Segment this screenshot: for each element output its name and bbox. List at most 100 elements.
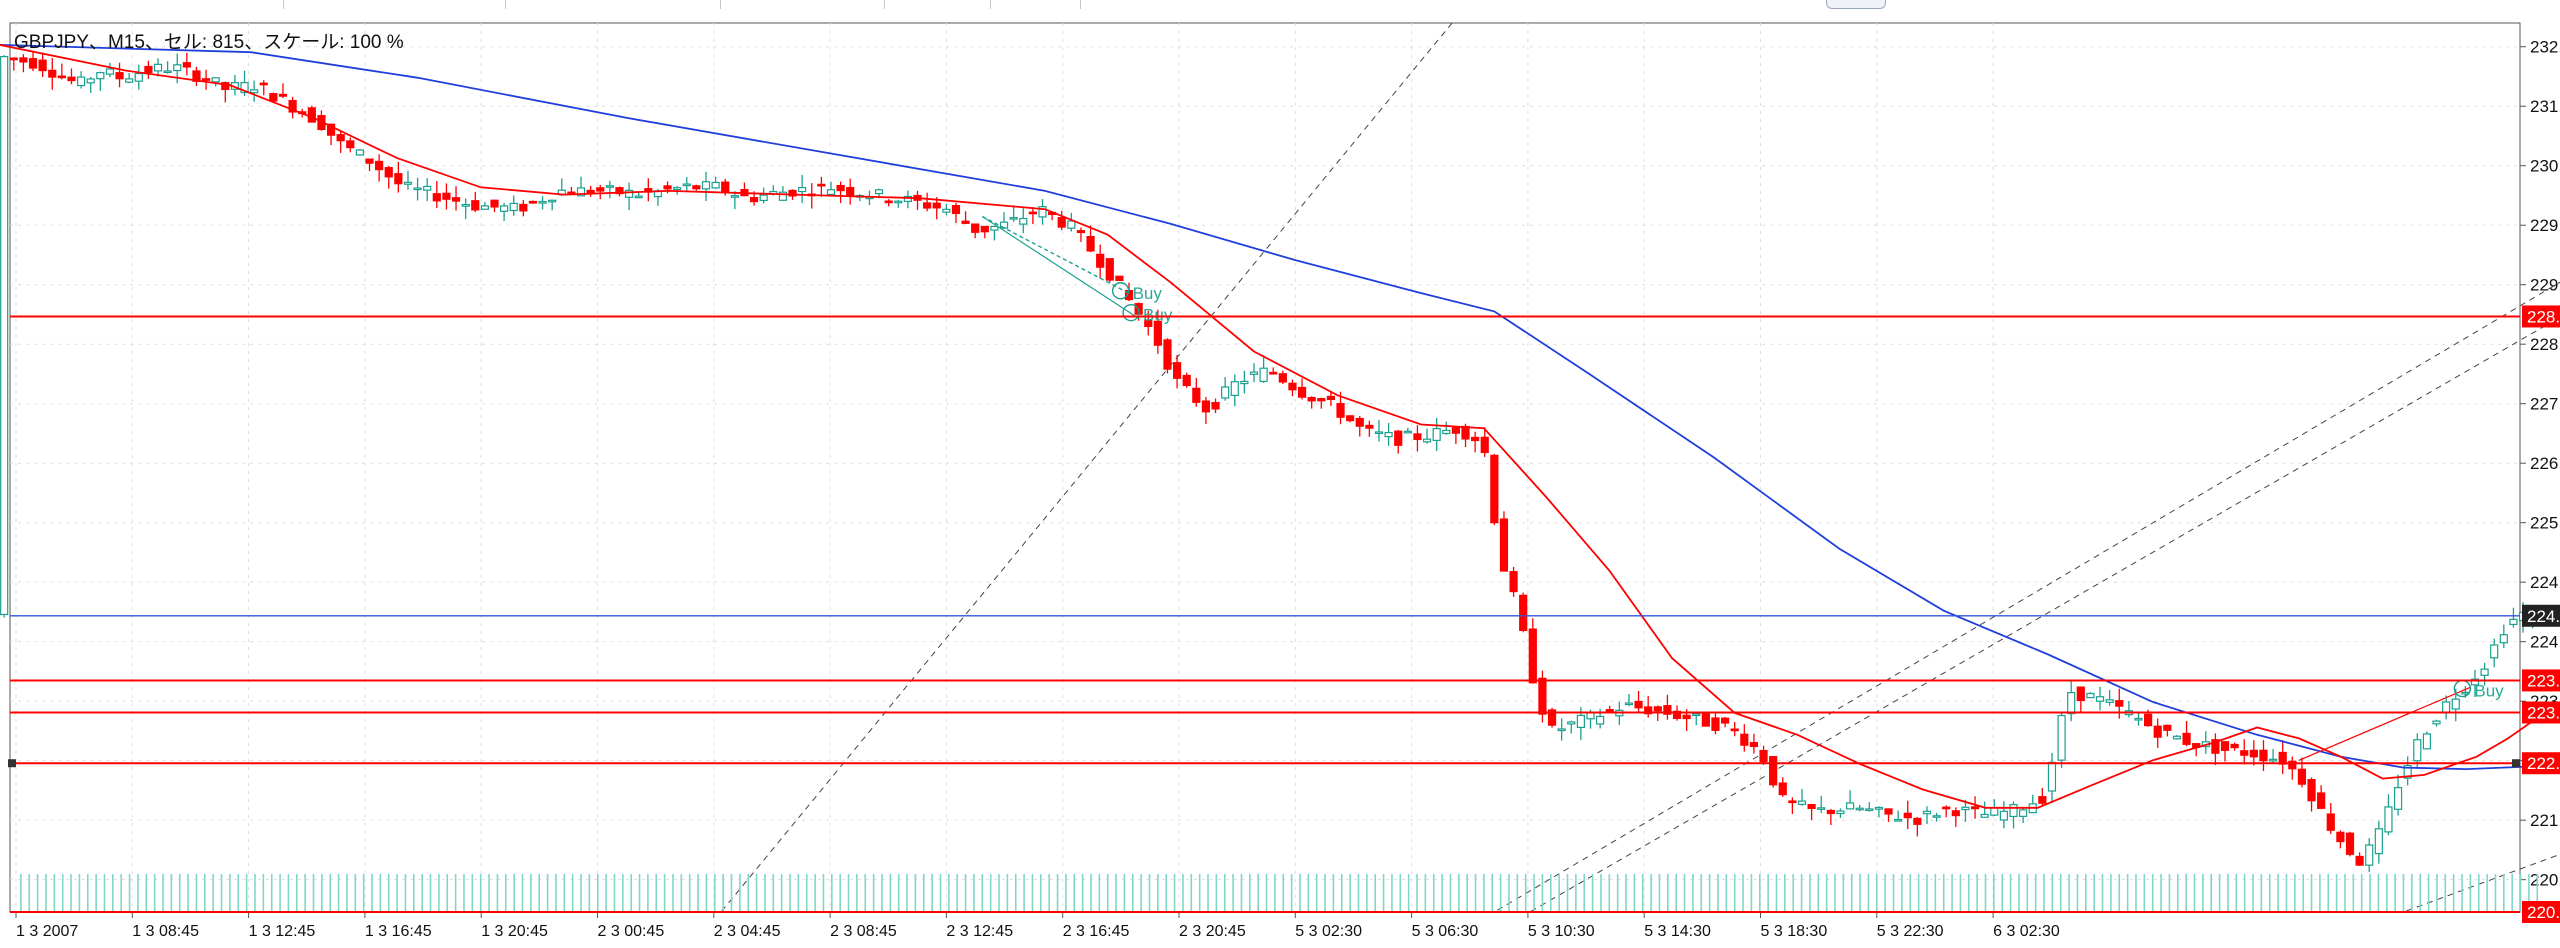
x-tick-label: 2 3 12:45: [946, 923, 1013, 940]
price-label: 220.422: [2527, 903, 2560, 922]
candle-body: [1279, 374, 1286, 382]
candle: [1164, 338, 1171, 373]
candle-body: [97, 73, 104, 79]
y-tick-label: 226.570: [2530, 454, 2560, 473]
candle-body: [1510, 572, 1517, 592]
candle-body: [760, 195, 767, 200]
candle-body: [664, 186, 671, 189]
candle-body: [549, 200, 556, 202]
candle-body: [1962, 807, 1969, 809]
candle-body: [2222, 742, 2229, 751]
candle-body: [1241, 381, 1248, 383]
x-tick-label: 6 3 02:30: [1993, 923, 2060, 940]
candle-body: [1923, 811, 1930, 813]
candle-body: [1952, 811, 1959, 816]
candle-body: [1472, 437, 1479, 440]
plot-area: [10, 23, 2520, 912]
y-tick-label: 224.125: [2530, 633, 2560, 652]
y-tick-label: 224.940: [2530, 573, 2560, 592]
candle-body: [1251, 372, 1258, 374]
candle-body: [155, 64, 162, 71]
candle-body: [1087, 237, 1094, 251]
candle-body: [751, 198, 758, 202]
candle-body: [1077, 231, 1084, 233]
marker-label: Buy: [2474, 682, 2504, 701]
candle-body: [1520, 595, 1527, 630]
x-tick-label: 1 3 20:45: [481, 923, 548, 940]
candle-body: [1058, 218, 1065, 227]
candle-body: [837, 186, 844, 191]
candle: [270, 93, 277, 102]
candle-body: [404, 182, 411, 184]
candle-body: [20, 58, 27, 62]
candle-body: [895, 201, 902, 203]
candle-body: [991, 226, 998, 230]
candle-body: [1347, 416, 1354, 421]
marker-label: Buy: [1143, 306, 1173, 325]
x-tick-label: 5 3 06:30: [1412, 923, 1479, 940]
candle-body: [1337, 404, 1344, 418]
candle: [2423, 732, 2430, 750]
candle-body: [1789, 801, 1796, 803]
candle-body: [1597, 716, 1604, 724]
candle-body: [818, 184, 825, 186]
candle: [1549, 708, 1556, 728]
candle-body: [2481, 669, 2488, 675]
candle-body: [933, 203, 940, 208]
candle-body: [2068, 693, 2075, 714]
y-tick-label: 221.680: [2530, 811, 2560, 830]
candle-body: [2423, 734, 2430, 749]
candle-body: [943, 209, 950, 212]
candle-body: [2154, 726, 2161, 737]
candle-body: [2164, 725, 2171, 730]
candle-body: [414, 188, 421, 190]
x-tick-label: 5 3 02:30: [1295, 923, 1362, 940]
candle-body: [2250, 750, 2257, 756]
x-tick-label: 5 3 22:30: [1877, 923, 1944, 940]
candle-body: [1289, 383, 1296, 389]
candle-body: [78, 77, 85, 85]
candle-body: [1193, 388, 1200, 402]
candle-body: [1270, 372, 1277, 374]
candle-body: [2135, 718, 2142, 720]
candle-body: [2366, 845, 2373, 865]
y-tick-label: 230.645: [2530, 157, 2560, 176]
candle-body: [1433, 429, 1440, 441]
price-label: 222.460: [2527, 754, 2560, 773]
candle-body: [1010, 218, 1017, 220]
candle-body: [981, 226, 988, 231]
candle-body: [1568, 722, 1575, 724]
candle-body: [1116, 276, 1123, 280]
candle-body: [1798, 801, 1805, 804]
candle-body: [203, 79, 210, 81]
candle-body: [472, 201, 479, 210]
x-tick-label: 2 3 16:45: [1063, 923, 1130, 940]
candle-body: [1183, 376, 1190, 386]
candle-body: [1856, 808, 1863, 810]
candle-body: [1424, 439, 1431, 442]
candle-body: [1395, 431, 1402, 445]
line-anchor: [8, 759, 16, 767]
candle-body: [385, 168, 392, 177]
candle-body: [1981, 814, 1988, 817]
candle-body: [799, 188, 806, 192]
candle-body: [1991, 808, 1998, 815]
candle-body: [1654, 707, 1661, 711]
price-label: 223.594: [2527, 671, 2560, 690]
candle-body: [481, 206, 488, 209]
candle-body: [1731, 729, 1738, 731]
candle-body: [597, 188, 604, 191]
candle-body: [1539, 678, 1546, 714]
candle-body: [1702, 713, 1709, 726]
candle-body: [135, 74, 142, 82]
candle-body: [49, 70, 56, 77]
y-tick-label: 232.275: [2530, 38, 2560, 57]
candle-body: [2058, 716, 2065, 761]
candle-body: [1818, 808, 1825, 810]
candle-body: [1327, 396, 1334, 399]
x-tick-label: 2 3 00:45: [598, 923, 665, 940]
candle-body: [366, 159, 373, 163]
candle-body: [693, 186, 700, 189]
candle: [2058, 712, 2065, 768]
